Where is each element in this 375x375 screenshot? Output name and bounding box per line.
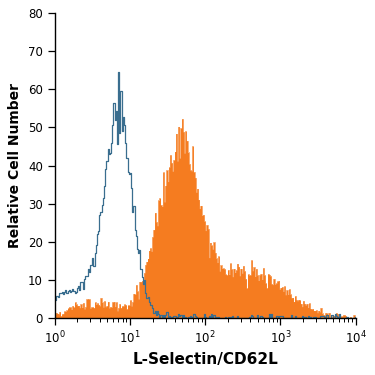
X-axis label: L-Selectin/CD62L: L-Selectin/CD62L xyxy=(132,352,278,367)
Y-axis label: Relative Cell Number: Relative Cell Number xyxy=(8,83,22,248)
